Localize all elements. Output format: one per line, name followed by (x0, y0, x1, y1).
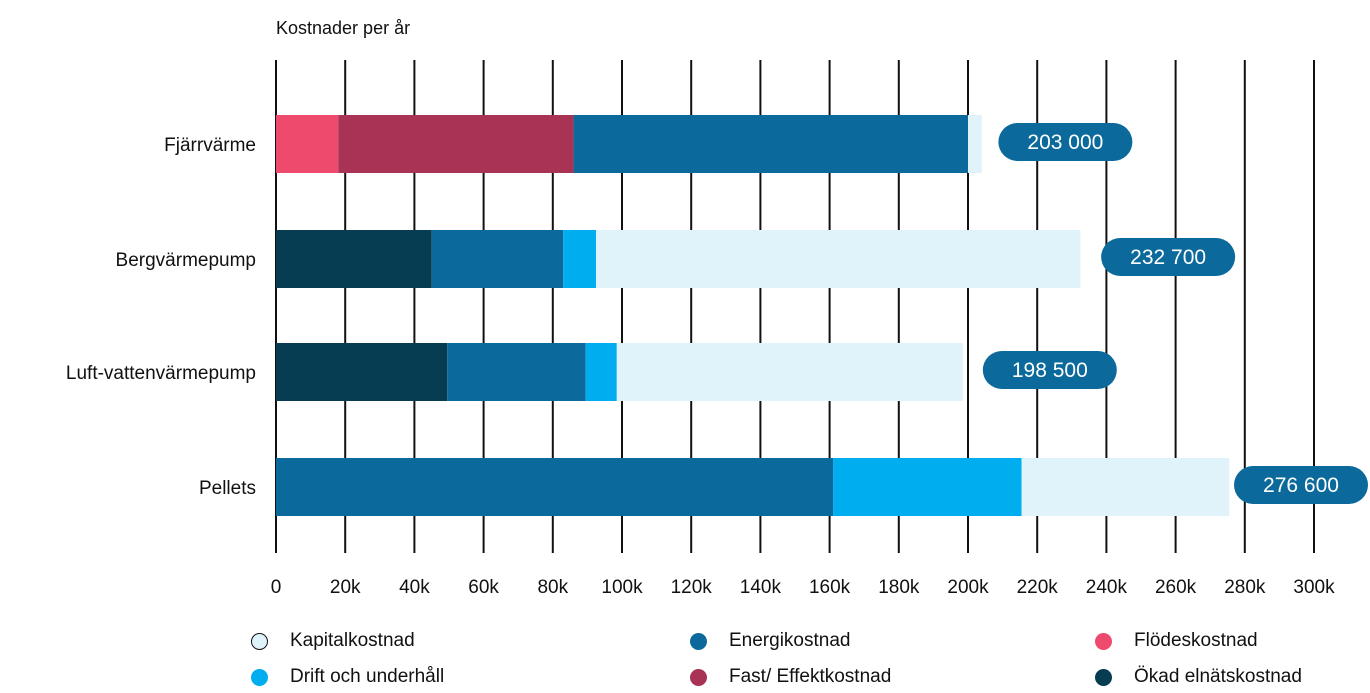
x-tick-label: 100k (601, 577, 643, 598)
x-tick-label: 40k (399, 577, 430, 598)
x-tick-label: 220k (1017, 577, 1059, 598)
x-tick-label: 240k (1086, 577, 1128, 598)
x-tick-label: 0 (271, 577, 282, 598)
category-label: Fjärrvärme (164, 135, 256, 156)
legend-label-flodeskostnad: Flödeskostnad (1134, 630, 1258, 651)
x-tick-label: 160k (809, 577, 851, 598)
legend-item-energikostnad: Energikostnad (690, 630, 850, 652)
x-tick-label: 200k (947, 577, 989, 598)
x-tick-label: 140k (740, 577, 782, 598)
legend-item-fast-effektkostnad: Fast/ Effektkostnad (690, 666, 891, 688)
bar-segment-energi (431, 230, 564, 288)
legend-label-energikostnad: Energikostnad (729, 630, 851, 651)
bar-segment-fast (338, 115, 574, 173)
x-tick-label: 120k (671, 577, 713, 598)
total-label: 203 000 (1027, 131, 1103, 154)
category-label: Pellets (199, 478, 256, 499)
legend-marker-drift (251, 668, 268, 686)
total-label: 276 600 (1263, 474, 1339, 497)
legend: Kapitalkostnad Energikostnad Flödeskostn… (0, 622, 1370, 693)
x-tick-labels: 0 20k 40k 60k 80k 100k 120k 140k 160k 180k 200k 220… (271, 577, 1335, 598)
x-tick-label: 260k (1155, 577, 1197, 598)
bar-segment-energi (276, 458, 834, 516)
bar-segment-kapital (968, 115, 982, 173)
legend-marker-kapitalkostnad (251, 632, 268, 650)
legend-item-kapitalkostnad: Kapitalkostnad (251, 630, 415, 652)
x-tick-label: 60k (468, 577, 499, 598)
legend-marker-okad-elnatskostnad (1095, 668, 1112, 686)
category-label: Luft-vattenvärmepump (66, 363, 256, 384)
legend-item-flodeskostnad: Flödeskostnad (1095, 630, 1258, 652)
category-label: Bergvärmepump (116, 250, 256, 271)
total-label: 198 500 (1012, 359, 1088, 382)
bar-segments (276, 115, 1230, 516)
bar-segment-kapital (596, 230, 1081, 288)
bar-segment-energi (447, 343, 586, 401)
bar-segment-flodes (276, 115, 339, 173)
bar-segment-kapital (1021, 458, 1230, 516)
x-tick-label: 280k (1224, 577, 1266, 598)
total-label-badge (982, 351, 1117, 389)
bar-segment-kapital (616, 343, 963, 401)
total-label-badge (1101, 238, 1236, 276)
total-label-badge (998, 123, 1133, 161)
total-label-badge (1234, 466, 1368, 504)
stacked-bar-chart: 203 000 232 700 198 500 276 600 Fjärrvärme B… (66, 60, 1368, 598)
legend-label-kapitalkostnad: Kapitalkostnad (290, 630, 415, 651)
bar-segment-okad (276, 343, 448, 401)
total-label: 232 700 (1130, 246, 1206, 269)
bar-segment-drift (563, 230, 597, 288)
legend-label-okad-elnatskostnad: Ökad elnätskostnad (1134, 666, 1302, 687)
x-tick-label: 300k (1293, 577, 1335, 598)
total-labels: 203 000 232 700 198 500 276 600 (982, 123, 1368, 504)
x-tick-label: 180k (878, 577, 920, 598)
x-tick-label: 80k (537, 577, 568, 598)
legend-marker-flodeskostnad (1095, 632, 1112, 650)
bar-segment-drift (585, 343, 617, 401)
category-labels: Fjärrvärme Bergvärmepump Luft-vattenvärmep… (66, 135, 256, 499)
legend-marker-energikostnad (690, 632, 707, 650)
chart-title: Kostnader per år (276, 18, 411, 38)
legend-label-drift: Drift och underhåll (290, 666, 445, 687)
bar-segment-energi (573, 115, 968, 173)
bar-segment-okad (276, 230, 432, 288)
legend-item-okad-elnatskostnad: Ökad elnätskostnad (1095, 666, 1302, 688)
legend-item-drift: Drift och underhåll (251, 666, 444, 688)
legend-label-fast-effektkostnad: Fast/ Effektkostnad (729, 666, 892, 687)
bar-segment-drift (833, 458, 1022, 516)
legend-marker-fast-effektkostnad (690, 668, 707, 686)
x-tick-label: 20k (330, 577, 361, 598)
